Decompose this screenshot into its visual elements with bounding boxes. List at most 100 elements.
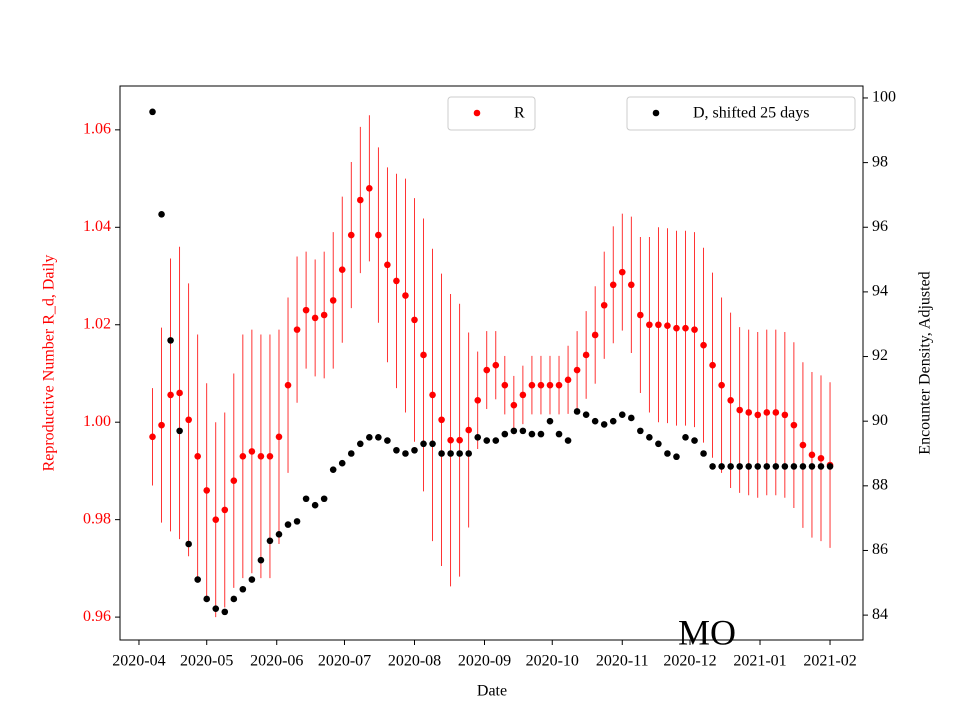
point — [492, 437, 500, 444]
point — [609, 417, 617, 425]
point — [664, 322, 671, 330]
point — [709, 463, 716, 470]
point — [673, 324, 680, 332]
point — [817, 463, 825, 470]
y-tick-label: 0.96 — [83, 608, 111, 625]
point — [781, 463, 789, 470]
point — [637, 311, 644, 319]
point — [745, 463, 753, 470]
point — [275, 433, 283, 441]
point — [799, 441, 807, 449]
point — [284, 381, 292, 389]
point — [284, 521, 292, 528]
point — [429, 440, 436, 448]
y-axis-label: Reproductive Number R_d, Daily — [41, 255, 58, 472]
point — [627, 281, 635, 289]
point — [682, 324, 689, 332]
point — [465, 450, 472, 457]
y2-tick-label: 98 — [872, 153, 888, 170]
point — [817, 454, 825, 462]
point — [727, 396, 734, 404]
y-tick-label: 1.06 — [83, 121, 111, 138]
point — [519, 427, 527, 435]
point — [772, 463, 780, 470]
point — [149, 108, 156, 116]
point — [447, 436, 454, 444]
point — [194, 576, 201, 583]
point — [573, 366, 581, 374]
point — [519, 391, 527, 399]
point — [600, 301, 608, 309]
point — [691, 437, 698, 444]
point — [347, 450, 355, 457]
point — [637, 427, 644, 435]
point — [347, 231, 355, 239]
point — [420, 351, 427, 359]
point — [700, 341, 707, 349]
point — [673, 453, 680, 461]
point — [356, 440, 364, 448]
point — [203, 595, 211, 603]
y2-tick-label: 90 — [872, 412, 888, 429]
point — [266, 537, 274, 545]
point — [338, 266, 346, 273]
point — [564, 437, 572, 444]
point — [618, 268, 626, 276]
point — [745, 409, 753, 416]
point — [646, 321, 653, 329]
point — [248, 448, 256, 455]
point — [167, 391, 174, 399]
point — [158, 421, 165, 429]
point — [257, 556, 265, 564]
point — [591, 417, 599, 425]
x-tick-label: 2021-02 — [803, 653, 856, 670]
point — [826, 463, 834, 470]
point — [375, 434, 382, 441]
point — [528, 381, 536, 389]
point — [375, 231, 382, 239]
point — [655, 440, 662, 448]
point — [682, 434, 689, 441]
point — [302, 495, 310, 503]
legend-box — [447, 96, 536, 131]
point — [510, 401, 518, 409]
legend-label: D, shifted 25 days — [693, 105, 809, 122]
point — [546, 381, 554, 389]
point — [537, 430, 545, 438]
point — [456, 436, 463, 444]
point — [248, 576, 256, 583]
y-tick-label: 1.02 — [83, 315, 111, 332]
point — [573, 408, 581, 415]
point — [537, 381, 545, 389]
point — [185, 416, 192, 424]
point — [221, 506, 229, 514]
x-tick-label: 2020-07 — [318, 653, 371, 670]
y2-tick-label: 92 — [872, 347, 888, 364]
point — [591, 331, 599, 339]
point — [510, 427, 518, 435]
point — [700, 450, 707, 457]
point — [790, 421, 798, 429]
y2-tick-label: 94 — [872, 283, 888, 300]
point — [384, 437, 391, 444]
point — [691, 326, 698, 333]
point — [555, 381, 563, 389]
point — [311, 314, 319, 322]
point — [763, 463, 771, 470]
annotation: MO — [678, 612, 736, 652]
point — [564, 376, 572, 384]
point — [429, 391, 436, 399]
point — [727, 463, 734, 470]
x-tick-label: 2020-08 — [388, 653, 441, 670]
point — [239, 453, 247, 460]
point — [582, 411, 590, 419]
point — [393, 277, 400, 285]
point — [781, 411, 789, 419]
legend-box — [626, 96, 856, 131]
y2-tick-label: 96 — [872, 218, 888, 235]
point — [582, 351, 590, 359]
point — [618, 411, 626, 419]
point — [293, 518, 301, 525]
point — [203, 487, 211, 494]
